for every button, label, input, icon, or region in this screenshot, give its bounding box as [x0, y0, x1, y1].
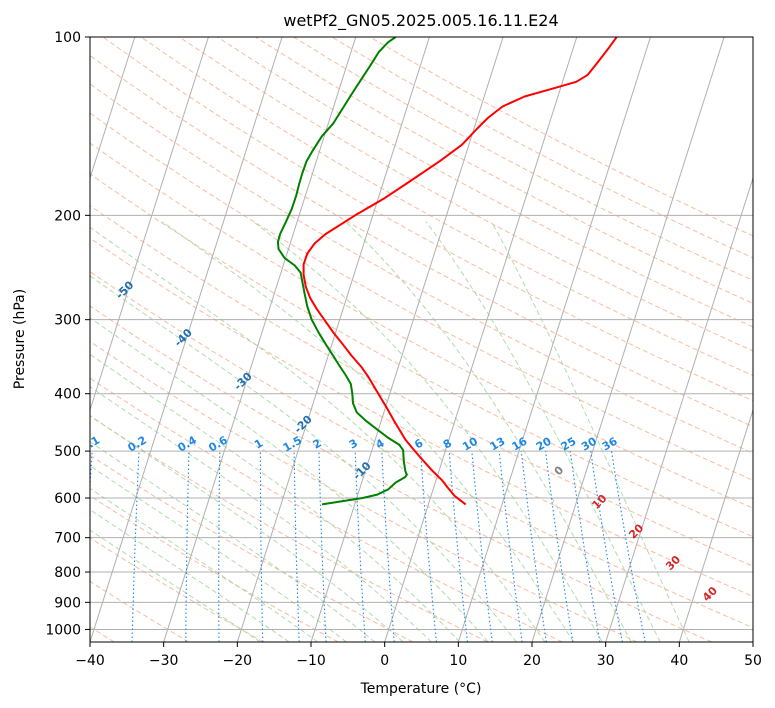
y-tick-label: 100: [54, 30, 81, 46]
isotherm-line: [752, 640, 753, 642]
moist-adiabat: [90, 275, 517, 642]
x-tick-label: 50: [744, 653, 762, 669]
dry-adiabat: [90, 377, 563, 642]
y-tick-label: 300: [54, 313, 81, 329]
isotherm-line: [678, 408, 753, 642]
isotherm-line: [90, 37, 136, 180]
x-tick-label: −30: [149, 653, 179, 669]
moist-adiabat: [90, 226, 546, 642]
dewpoint-profile: [276, 37, 408, 506]
mixing-ratio-line: [545, 451, 574, 642]
isotherm-line: [90, 37, 283, 642]
isotherm-line: [457, 37, 651, 642]
y-tick-label: 700: [54, 531, 81, 547]
mixing-ratio-line: [520, 451, 547, 642]
y-tick-label: 1000: [45, 622, 81, 638]
temperature-profile: [302, 37, 618, 506]
isotherm-line: [90, 37, 209, 412]
isotherm-line: [236, 37, 430, 642]
dry-adiabat: [90, 580, 190, 642]
plot-content: 0.10.20.40.611.52346810131620253036-100-…: [0, 37, 753, 642]
moist-adiabat: [252, 221, 603, 642]
dry-adiabat: [90, 537, 264, 642]
dry-adiabat: [90, 83, 753, 454]
moist-adiabat: [491, 221, 690, 642]
isotherm-line: [0, 37, 61, 642]
x-tick-label: 30: [597, 653, 615, 669]
x-tick-label: 20: [523, 653, 541, 669]
isotherm-label: -70: [0, 181, 20, 204]
plot-area: [90, 37, 753, 642]
dry-adiabat: [90, 271, 753, 629]
dry-adiabat: [255, 37, 753, 304]
y-tick-label: 200: [54, 208, 81, 224]
chart-title: wetPf2_GN05.2025.005.16.11.E24: [283, 11, 558, 31]
x-tick-label: −10: [296, 653, 326, 669]
dry-adiabat: [90, 142, 753, 509]
y-tick-label: 400: [54, 387, 81, 403]
isotherm-line: [163, 37, 357, 642]
isotherm-line: [310, 37, 504, 642]
y-tick-label: 500: [54, 444, 81, 460]
y-tick-label: 600: [54, 491, 81, 507]
moist-adiabat: [90, 386, 432, 642]
dry-adiabat: [217, 37, 753, 328]
moist-adiabat: [90, 487, 319, 642]
x-tick-label: −20: [223, 653, 253, 669]
dry-adiabat: [90, 54, 753, 428]
moist-adiabat: [90, 465, 347, 642]
isotherm-label: -60: [54, 231, 77, 254]
dry-adiabat: [90, 237, 753, 598]
moist-adiabat: [90, 509, 290, 642]
isotherm-line: [605, 176, 753, 642]
dry-adiabat: [90, 112, 753, 481]
x-tick-label: 40: [670, 653, 688, 669]
moist-adiabat: [90, 415, 404, 642]
isotherm-line: [531, 37, 725, 642]
moist-adiabat: [90, 441, 376, 642]
mixing-ratio-line: [498, 451, 523, 642]
x-tick-label: −40: [75, 653, 105, 669]
mixing-ratio-line: [610, 451, 646, 642]
moist-adiabat: [161, 221, 575, 642]
moist-adiabat: [425, 221, 661, 642]
isotherm-line: [384, 37, 578, 642]
x-tick-label: 10: [449, 653, 467, 669]
y-tick-label: 900: [54, 595, 81, 611]
plot-frame: [89, 36, 754, 643]
x-axis-title: Temperature (°C): [360, 681, 482, 697]
mixing-ratio-line: [471, 451, 493, 642]
y-axis-title: Pressure (hPa): [12, 289, 28, 389]
axes: −40 −30 −20 −10 0 10 20 30 40 50 100 200 300 400 500 60…: [45, 30, 762, 669]
mixing-ratio-line: [569, 451, 601, 642]
dry-adiabat: [90, 415, 488, 642]
x-tick-label: 0: [380, 653, 389, 669]
dry-adiabat: [90, 340, 638, 642]
mixing-ratio-line: [420, 451, 437, 642]
moist-adiabat: [90, 529, 261, 642]
y-tick-label: 800: [54, 565, 81, 581]
moist-adiabat: [345, 221, 632, 642]
